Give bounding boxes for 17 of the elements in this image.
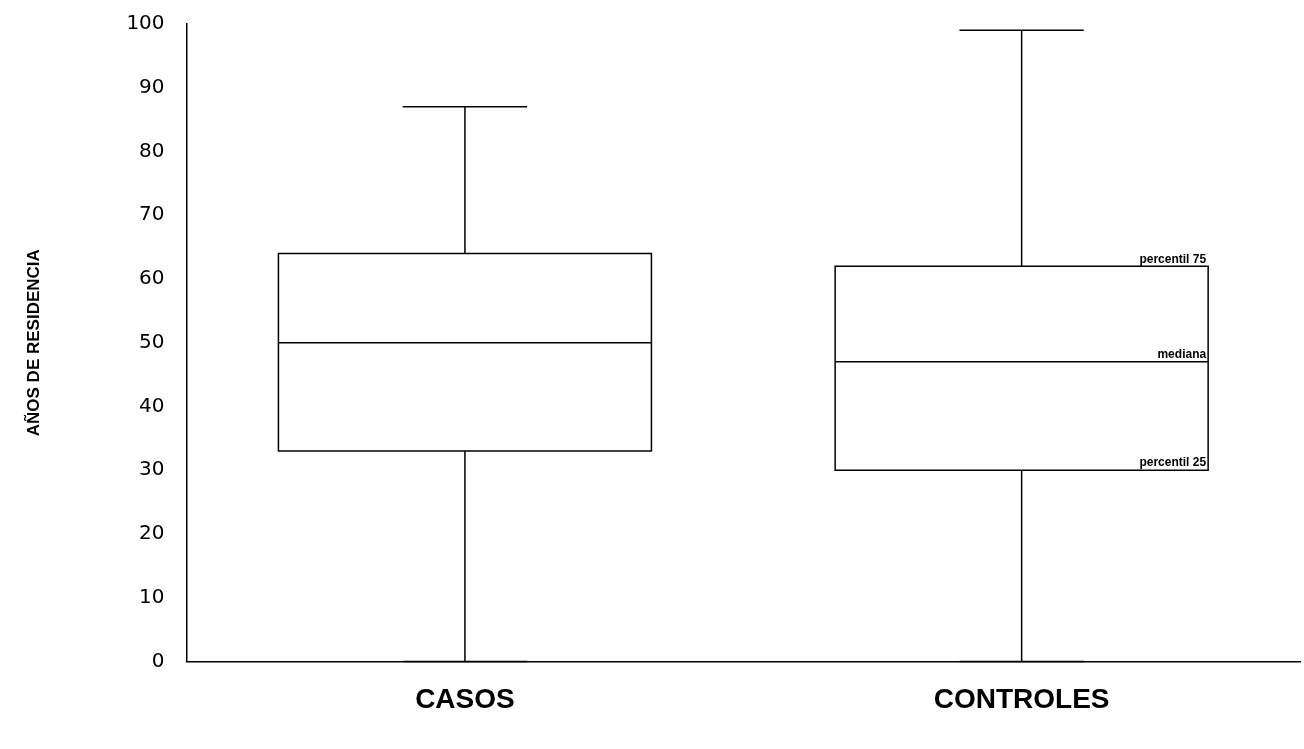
annotation: mediana	[1157, 347, 1207, 362]
y-tick-label: 80	[139, 137, 165, 162]
y-tick-label: 10	[139, 583, 165, 608]
x-tick-label: CONTROLES	[933, 682, 1110, 714]
y-tick-label: 70	[139, 201, 165, 226]
y-tick-label: 0	[151, 647, 165, 672]
y-axis-title: AÑOS DE RESIDENCIA	[22, 249, 43, 437]
y-tick-label: 40	[139, 392, 165, 417]
y-tick-label: 50	[139, 328, 165, 353]
y-tick-label: 90	[139, 73, 165, 98]
y-tick-label: 20	[139, 520, 165, 545]
x-tick-label: CASOS	[415, 682, 515, 714]
y-tick-label: 100	[126, 10, 165, 35]
annotation: percentil 75	[1139, 251, 1207, 266]
y-tick-label: 30	[139, 456, 165, 481]
annotation: percentil 25	[1139, 455, 1207, 470]
y-tick-label: 60	[139, 265, 165, 290]
